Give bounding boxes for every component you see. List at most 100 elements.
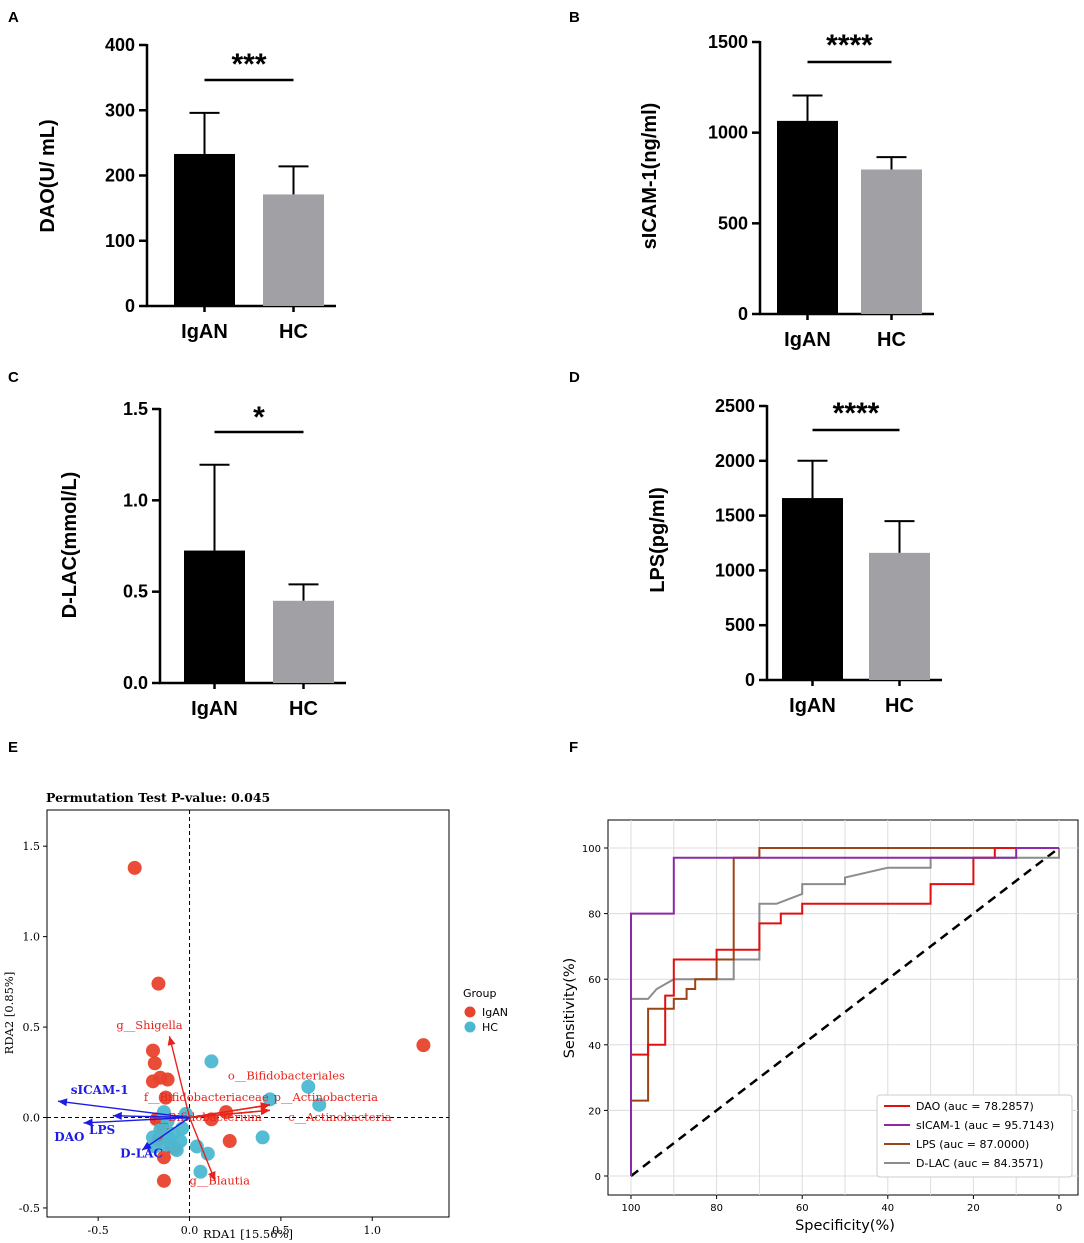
y-tick-label: 0.0 — [23, 1112, 41, 1125]
rda-legend-hc-label: HC — [482, 1021, 498, 1034]
x-category-label: HC — [279, 321, 308, 343]
bacteria-vector-shaft — [189, 1109, 270, 1119]
x-tick-label: 0.0 — [181, 1224, 199, 1237]
y-tick-label: 1.0 — [123, 490, 148, 510]
y-tick-label: 0 — [595, 1172, 601, 1183]
x-tick-label: 1.0 — [364, 1224, 382, 1237]
roc-legend-label-sicam-1: sICAM-1 (auc = 95.7143) — [916, 1119, 1054, 1132]
igan-point — [416, 1038, 431, 1053]
bacteria-vector-head — [260, 1107, 270, 1116]
y-tick-label: 0.5 — [123, 582, 148, 602]
panel-f-letter: F — [569, 739, 578, 756]
roc-curve-sicam-1 — [630, 847, 1059, 1176]
roc-plot-frame — [607, 819, 1079, 1196]
env-vector-shaft — [83, 1116, 190, 1124]
panel-b-ylabel: sICAM-1(ng/ml) — [639, 103, 661, 250]
bacteria-vector-head — [208, 1170, 216, 1181]
panel-e-letter: E — [8, 739, 18, 756]
significance-stars: *** — [231, 48, 266, 81]
x-category-label: HC — [289, 698, 318, 720]
y-tick-label: 1.5 — [23, 840, 41, 853]
panel-f: F 100 80 60 40 20 0 0 20 40 60 80 100 Specificity(%… — [562, 739, 1079, 1234]
hc-point — [204, 1054, 219, 1069]
y-tick-label: 200 — [105, 166, 135, 186]
significance-stars: * — [253, 401, 265, 434]
bacteria-vector-shaft — [168, 1035, 191, 1118]
bacteria-vector-label: g__Bifidobacterium — [149, 1110, 262, 1124]
igan-point — [156, 1150, 171, 1165]
env-vector-head — [83, 1118, 93, 1127]
hc-point — [255, 1130, 270, 1145]
y-tick-label: 1.0 — [23, 931, 41, 944]
significance-stars: **** — [826, 29, 873, 62]
igan-point — [147, 1056, 162, 1071]
rda-ylabel: RDA2 [0.85%] — [2, 972, 16, 1055]
y-tick-label: 1000 — [715, 560, 755, 580]
env-vector-shaft — [112, 1115, 190, 1119]
x-category-label: IgAN — [789, 695, 836, 717]
rda-legend-igan-marker — [464, 1006, 476, 1018]
panel-a-ylabel: DAO(U/ mL) — [37, 119, 59, 232]
y-tick-label: 500 — [718, 213, 748, 233]
env-vector-label: LPS — [89, 1123, 115, 1137]
bacteria-vector-label: p__Actinobacteria — [274, 1090, 378, 1104]
y-tick-label: 500 — [725, 615, 755, 635]
env-vector-head — [57, 1098, 68, 1107]
x-tick-label: 80 — [710, 1203, 723, 1214]
x-category-label: HC — [877, 329, 906, 351]
x-tick-label: 0 — [1056, 1203, 1062, 1214]
bacteria-vector-head — [167, 1036, 176, 1046]
bacteria-vector-label: c__Actinobacteria — [288, 1110, 392, 1124]
panel-b-bars: 0 500 1000 1500 IgAN HC **** — [708, 29, 934, 351]
panel-d-letter: D — [569, 369, 580, 386]
bacteria-vector-label: o__Bifidobacteriales — [228, 1069, 345, 1083]
roc-legend: DAO (auc = 78.2857) sICAM-1 (auc = 95.714… — [876, 1094, 1073, 1178]
panel-c-letter: C — [8, 369, 19, 386]
x-tick-label: 40 — [881, 1203, 894, 1214]
panel-d: D 0 500 1000 1500 2000 2500 IgAN HC **** LPS(pg/… — [569, 369, 942, 717]
hc-point — [301, 1079, 316, 1094]
hc-point — [312, 1097, 327, 1112]
panel-c-ylabel: D-LAC(mmol/L) — [59, 472, 81, 619]
panel-e: E Permutation Test P-value: 0.045 -0.5 0.… — [2, 739, 508, 1241]
bar-igan — [777, 120, 838, 314]
env-vector-label: DAO — [54, 1130, 84, 1144]
env-vector-shaft — [57, 1100, 190, 1119]
igan-point — [151, 976, 166, 991]
rda-plot-area: -0.5 0.0 0.5 1.0 -0.5 0.0 0.5 1.0 1.5 g__Shigella… — [19, 810, 449, 1237]
y-tick-label: 1.5 — [123, 399, 148, 419]
x-category-label: IgAN — [181, 321, 228, 343]
env-vector-label: sICAM-1 — [71, 1083, 129, 1097]
roc-legend-label-d-lac: D-LAC (auc = 84.3571) — [916, 1157, 1043, 1170]
bar-hc — [263, 194, 324, 306]
y-tick-label: 1000 — [708, 123, 748, 143]
y-tick-label: 40 — [588, 1041, 601, 1052]
panel-b: B 0 500 1000 1500 IgAN HC **** sICAM-1(ng/ml) — [569, 9, 934, 351]
rda-plot-frame — [46, 809, 450, 1218]
x-category-label: IgAN — [784, 329, 831, 351]
hc-point — [193, 1164, 208, 1179]
x-tick-label: -0.5 — [88, 1224, 109, 1237]
panel-d-bars: 0 500 1000 1500 2000 2500 IgAN HC **** — [715, 396, 942, 717]
bacteria-vector-label: g__Blautia — [190, 1173, 251, 1187]
y-tick-label: 400 — [105, 35, 135, 55]
hc-point — [158, 1137, 173, 1152]
y-tick-label: 0.5 — [23, 1021, 41, 1034]
bar-hc — [273, 600, 334, 683]
y-tick-label: 100 — [582, 844, 601, 855]
y-tick-label: 20 — [588, 1106, 601, 1117]
x-category-label: HC — [885, 695, 914, 717]
panel-c-bars: 0.0 0.5 1.0 1.5 IgAN HC * — [123, 399, 346, 720]
hc-point — [262, 1092, 277, 1107]
y-tick-label: 1500 — [708, 32, 748, 52]
y-tick-label: -0.5 — [19, 1202, 40, 1215]
hc-point — [200, 1146, 215, 1161]
igan-point — [160, 1072, 175, 1087]
igan-point — [158, 1090, 173, 1105]
bar-igan — [184, 550, 245, 683]
bacteria-vector-shaft — [189, 1104, 271, 1119]
y-tick-label: 0.0 — [123, 673, 148, 693]
roc-xlabel: Specificity(%) — [795, 1218, 895, 1234]
y-tick-label: 2000 — [715, 451, 755, 471]
x-tick-label: 0.5 — [272, 1224, 290, 1237]
